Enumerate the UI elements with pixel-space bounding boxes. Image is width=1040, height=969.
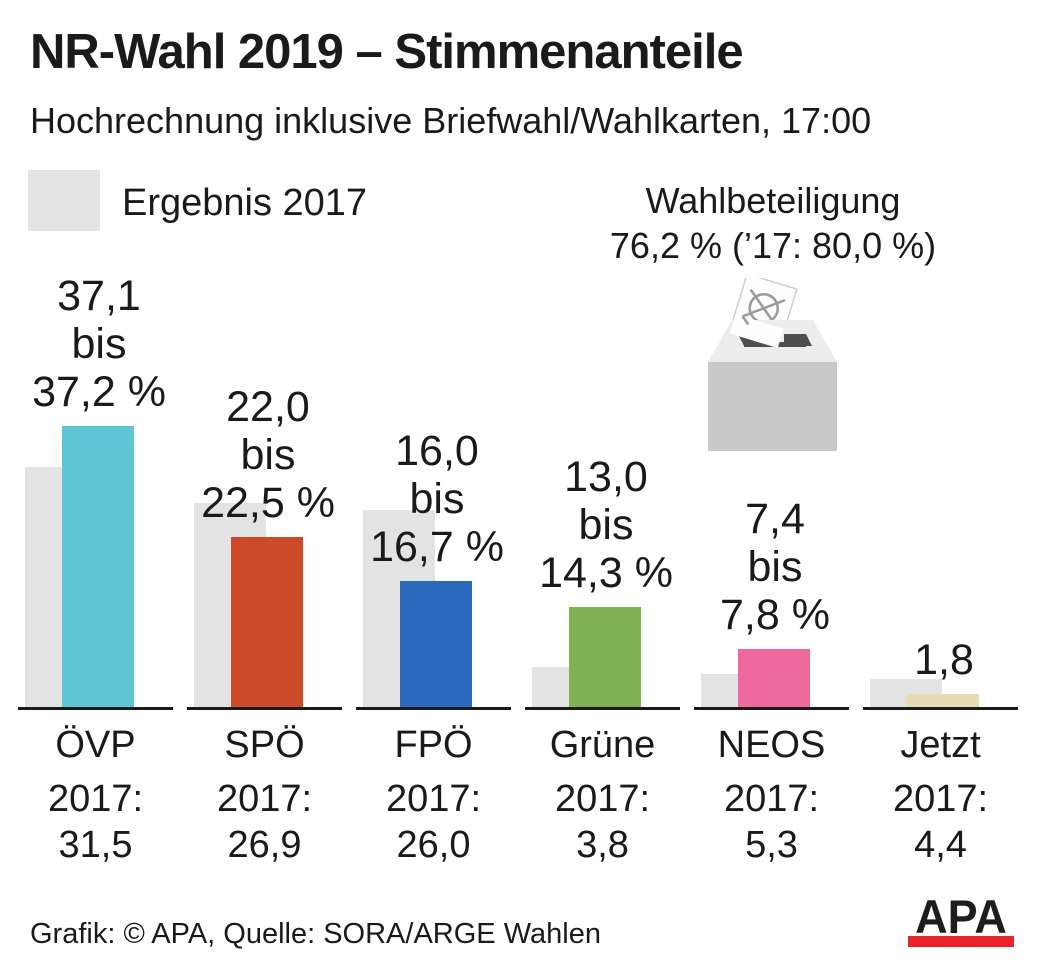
- axis-baseline: [525, 707, 680, 710]
- party-label: NEOS: [717, 724, 826, 766]
- result-2017-label: 2017: 5,3: [724, 776, 819, 868]
- value-label-line: 22,5 %: [201, 479, 335, 527]
- page-title: NR-Wahl 2019 – Stimmenanteile: [30, 25, 744, 79]
- axis-baseline: [863, 707, 1018, 710]
- result-2017-prefix: 2017:: [723, 778, 820, 820]
- party-label: Grüne: [549, 724, 656, 766]
- bar-2019: [907, 694, 979, 707]
- result-2017-value: 3,8: [576, 824, 629, 866]
- value-label-line: 14,3 %: [539, 549, 673, 597]
- axis-baseline: [356, 707, 511, 710]
- party-label: ÖVP: [55, 724, 136, 766]
- apa-logo-text: APA: [915, 889, 1007, 944]
- party-label: FPÖ: [394, 724, 473, 766]
- result-2017-label: 2017: 26,9: [217, 776, 312, 868]
- bar-2019: [738, 649, 810, 707]
- result-2017-prefix: 2017:: [554, 778, 651, 820]
- axis-baseline: [18, 707, 173, 710]
- axis-baseline: [694, 707, 849, 710]
- result-2017-value: 31,5: [58, 824, 133, 866]
- value-label-line: bis: [578, 501, 634, 549]
- result-2017-value: 5,3: [745, 824, 798, 866]
- result-2017-value: 4,4: [914, 824, 967, 866]
- bar-2019: [231, 537, 303, 707]
- result-2017-label: 2017: 3,8: [555, 776, 650, 868]
- party-label: Jetzt: [900, 724, 981, 766]
- legend-swatch-2017: [28, 170, 100, 231]
- value-label: 22,0 bis 22,5 %: [201, 383, 335, 527]
- value-label-line: 16,0: [395, 427, 479, 475]
- page-subtitle: Hochrechnung inklusive Briefwahl/Wahlkar…: [30, 100, 872, 141]
- value-label-line: bis: [409, 475, 465, 523]
- source-credit: Grafik: © APA, Quelle: SORA/ARGE Wahlen: [30, 918, 601, 950]
- result-2017-prefix: 2017:: [892, 778, 989, 820]
- value-label: 1,8: [914, 636, 974, 684]
- value-label-line: 7,4: [745, 495, 805, 543]
- result-2017-prefix: 2017:: [385, 778, 482, 820]
- value-label: 37,1 bis 37,2 %: [32, 272, 166, 416]
- result-2017-value: 26,0: [396, 824, 471, 866]
- bar-2019: [62, 426, 134, 707]
- value-label-line: bis: [71, 320, 127, 368]
- turnout-value: 76,2 % (’17: 80,0 %): [609, 225, 937, 266]
- value-label-line: 22,0: [226, 383, 310, 431]
- value-label-line: 13,0: [564, 453, 648, 501]
- value-label: 7,4 bis 7,8 %: [720, 495, 830, 639]
- value-label-line: bis: [747, 543, 803, 591]
- value-label-line: 16,7 %: [370, 523, 504, 571]
- value-label-line: bis: [240, 431, 296, 479]
- result-2017-label: 2017: 26,0: [386, 776, 481, 868]
- result-2017-prefix: 2017:: [216, 778, 313, 820]
- result-2017-prefix: 2017:: [47, 778, 144, 820]
- bar-2019: [569, 607, 641, 707]
- value-label-line: 7,8 %: [720, 591, 830, 639]
- value-label: 13,0 bis 14,3 %: [539, 453, 673, 597]
- ballot-box-icon: [700, 272, 845, 459]
- bar-2019: [400, 581, 472, 707]
- apa-logo: APA: [906, 889, 1016, 947]
- party-label: SPÖ: [224, 724, 305, 766]
- legend-label: Ergebnis 2017: [122, 182, 368, 224]
- axis-baseline: [187, 707, 342, 710]
- turnout-note: Wahlbeteiligung 76,2 % (’17: 80,0 %): [610, 178, 936, 268]
- apa-logo-red-bar: [908, 936, 1014, 947]
- value-label-line: 37,2 %: [32, 368, 166, 416]
- result-2017-label: 2017: 31,5: [48, 776, 143, 868]
- value-label-line: 1,8: [914, 636, 974, 684]
- turnout-title: Wahlbeteiligung: [645, 180, 901, 221]
- result-2017-label: 2017: 4,4: [893, 776, 988, 868]
- result-2017-value: 26,9: [227, 824, 302, 866]
- value-label: 16,0 bis 16,7 %: [370, 427, 504, 571]
- value-label-line: 37,1: [57, 272, 141, 320]
